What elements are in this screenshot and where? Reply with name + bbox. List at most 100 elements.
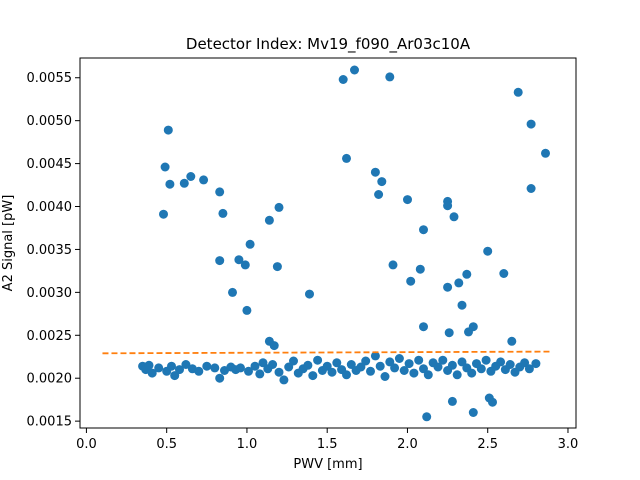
data-point (303, 360, 313, 370)
data-point (447, 396, 457, 406)
data-point (342, 370, 351, 380)
data-point (240, 260, 250, 270)
data-point (419, 225, 428, 235)
data-point (181, 360, 191, 369)
data-point (144, 360, 154, 370)
data-point (194, 366, 204, 376)
data-point (361, 356, 371, 366)
y-tick-label: 0.0020 (27, 372, 73, 387)
data-point (179, 178, 189, 188)
data-point (375, 361, 385, 371)
data-point (457, 300, 467, 310)
data-point (269, 341, 279, 351)
data-point (370, 167, 380, 177)
x-tick-label: 2.0 (397, 437, 418, 452)
data-point (481, 355, 491, 365)
data-point (338, 75, 348, 84)
data-point (403, 195, 412, 205)
data-point (244, 366, 253, 376)
data-point (385, 72, 395, 82)
data-point (467, 368, 477, 378)
data-point (443, 201, 453, 211)
data-point (218, 208, 228, 218)
data-point (255, 369, 265, 379)
data-point (449, 212, 459, 222)
data-point (356, 362, 366, 372)
data-point (406, 276, 416, 286)
data-point (394, 354, 404, 363)
data-point (526, 184, 536, 193)
x-tick-label: 0.0 (76, 437, 97, 452)
data-point (284, 362, 294, 372)
data-point (414, 355, 424, 365)
data-point (272, 262, 282, 272)
plot-frame (79, 57, 577, 429)
data-point (215, 187, 225, 197)
data-point (274, 202, 284, 212)
data-point (346, 360, 356, 369)
x-tick-label: 2.5 (477, 437, 498, 452)
data-point (159, 209, 168, 219)
data-point (468, 408, 478, 417)
data-point (165, 179, 175, 189)
data-point (476, 364, 486, 374)
x-axis-ticks: 0.0 0.5 1.0 1.5 2.0 2.5 3.0 (76, 428, 578, 452)
data-point (409, 368, 419, 378)
data-point (234, 255, 244, 265)
data-point (228, 287, 237, 297)
y-axis-ticks: 0.0015 0.0020 0.0025 0.0030 0.0035 0.0040 0.00… (27, 71, 80, 430)
data-point (488, 397, 497, 407)
data-point (342, 153, 351, 163)
data-point (423, 370, 433, 380)
data-point (468, 322, 478, 332)
data-point (147, 368, 157, 378)
y-tick-label: 0.0050 (27, 114, 73, 129)
fit-line-layer (102, 350, 552, 355)
data-point (483, 246, 493, 256)
data-point (385, 357, 395, 367)
x-tick-label: 0.5 (156, 437, 177, 452)
data-point (245, 239, 255, 249)
data-point (305, 289, 314, 299)
y-tick-label: 0.0015 (27, 415, 73, 430)
data-point (531, 359, 541, 369)
data-point (524, 364, 534, 374)
data-point (499, 269, 509, 278)
data-point (154, 363, 164, 373)
x-tick-label: 1.5 (317, 437, 338, 452)
data-point (462, 269, 472, 279)
data-point (322, 361, 332, 371)
data-point (268, 360, 278, 369)
x-tick-label: 3.0 (558, 437, 579, 452)
x-axis-label: PWV [mm] (293, 457, 362, 472)
data-point (258, 358, 268, 368)
data-point (175, 365, 184, 375)
data-point (422, 412, 432, 422)
data-point (443, 282, 453, 292)
data-point (327, 367, 337, 377)
data-point (313, 355, 323, 365)
data-point (236, 363, 245, 373)
data-point (167, 361, 176, 371)
scatter-points (138, 65, 550, 422)
fit-line (102, 350, 552, 355)
y-axis-label: A2 Signal [pW] (1, 195, 16, 292)
data-point (163, 125, 173, 135)
data-point (526, 119, 536, 129)
data-point (332, 358, 342, 368)
data-point (507, 336, 517, 346)
data-point (308, 371, 318, 381)
data-point (374, 190, 384, 199)
data-point (186, 172, 196, 181)
data-point (242, 305, 252, 315)
data-point (438, 355, 448, 365)
data-point (452, 370, 462, 380)
data-point (250, 361, 260, 371)
data-point (447, 360, 457, 370)
data-point (202, 361, 212, 371)
y-tick-label: 0.0045 (27, 157, 73, 172)
data-point (388, 260, 398, 270)
y-tick-label: 0.0055 (27, 71, 73, 86)
